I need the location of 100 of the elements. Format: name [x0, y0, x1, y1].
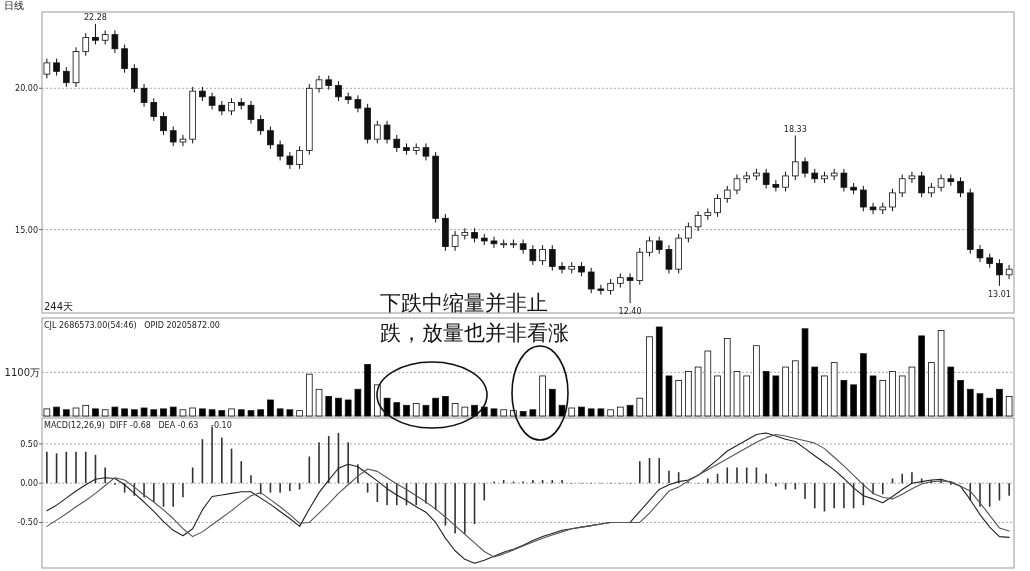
bar [539, 375, 546, 417]
candlestick [860, 185, 867, 212]
bar [131, 409, 138, 417]
bar [296, 410, 303, 417]
bar [403, 404, 410, 417]
bar [218, 410, 226, 417]
annotation: 244天 [44, 301, 74, 312]
candlestick [898, 174, 906, 198]
bar [957, 380, 964, 417]
bar [121, 408, 128, 417]
candlestick [374, 120, 381, 144]
y-tick-label: 0.00 [20, 479, 38, 489]
y-tick-label: 0.50 [20, 439, 38, 449]
bar [714, 375, 721, 417]
candlestick [257, 114, 265, 136]
bar [908, 366, 916, 417]
bar [675, 380, 682, 417]
bar [587, 408, 595, 417]
bar [646, 336, 653, 417]
bar [189, 407, 196, 417]
annotation: 12.40 [618, 307, 642, 317]
ref-line-label: 1100万 [4, 367, 40, 379]
bar [636, 397, 644, 417]
bar [772, 375, 780, 417]
bar [655, 326, 663, 417]
candlestick [957, 176, 964, 198]
bar [986, 397, 994, 417]
bar [325, 396, 333, 417]
bar [937, 330, 945, 417]
bar [782, 366, 789, 417]
candlestick [694, 210, 702, 232]
bar [811, 366, 819, 417]
annotation: 18.33 [783, 124, 807, 134]
bar [490, 408, 498, 417]
bar [597, 408, 605, 417]
bar [791, 360, 799, 417]
bar [247, 410, 255, 417]
bar [354, 388, 362, 417]
bar [626, 404, 634, 417]
bar [966, 388, 974, 417]
bar [422, 404, 430, 417]
candlestick [714, 193, 721, 218]
bar [840, 380, 848, 417]
bar [607, 409, 614, 417]
bar [617, 406, 624, 417]
bar [869, 375, 877, 417]
bar [208, 409, 216, 417]
candlestick [840, 168, 848, 192]
bar [578, 406, 585, 417]
bar [500, 409, 508, 417]
bar [305, 373, 313, 417]
bar [743, 375, 751, 417]
chart-title: CJL 2686573.00(54:46) OPID 20205872.00 [44, 321, 220, 330]
y-tick-label: 15.00 [15, 225, 38, 235]
bar [150, 409, 158, 417]
bar [918, 335, 925, 417]
candlestick [762, 168, 770, 190]
bar [928, 362, 935, 417]
candlestick [247, 100, 255, 125]
bar [140, 407, 148, 417]
candlestick [801, 157, 809, 178]
bar [753, 345, 760, 417]
bar [169, 406, 177, 417]
chart-title: 日线 [4, 0, 24, 11]
candlestick [519, 239, 527, 255]
bar [519, 411, 527, 417]
bar [101, 409, 109, 417]
chart-title: MACD(12,26,9) DIFF -0.68 DEA -0.63 -0.10 [44, 421, 232, 430]
candlestick [529, 244, 537, 266]
bar [801, 328, 809, 417]
candlestick [597, 284, 605, 296]
candlestick [267, 125, 274, 150]
bar [237, 409, 245, 417]
bar [723, 338, 731, 417]
bar [733, 371, 741, 417]
annotation: 下跌中缩量并非止跌，放量也并非看涨 [380, 291, 569, 345]
candlestick [92, 23, 99, 45]
bar [860, 353, 867, 417]
bar [432, 397, 439, 417]
bar [257, 409, 265, 417]
bar [548, 388, 556, 417]
bar [879, 380, 887, 417]
candlestick [869, 202, 877, 215]
bar [315, 388, 323, 417]
bar [451, 403, 459, 417]
bar [442, 396, 449, 417]
bar [160, 408, 167, 417]
bar [111, 406, 119, 417]
y-tick-label: -0.50 [17, 518, 38, 528]
bar [996, 388, 1003, 417]
bar [568, 407, 576, 417]
candlestick [82, 32, 90, 57]
candlestick [772, 179, 780, 192]
bar [821, 375, 828, 417]
bar [393, 402, 401, 417]
candlestick [451, 230, 459, 252]
candlestick [131, 63, 138, 94]
candlestick [140, 83, 148, 108]
bar [267, 399, 274, 417]
annotation: 13.01 [987, 289, 1011, 299]
